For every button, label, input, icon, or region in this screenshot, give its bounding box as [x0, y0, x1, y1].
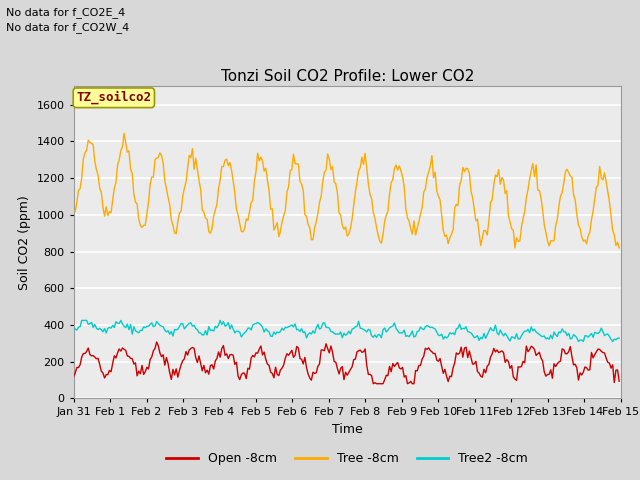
Title: Tonzi Soil CO2 Profile: Lower CO2: Tonzi Soil CO2 Profile: Lower CO2: [221, 69, 474, 84]
Y-axis label: Soil CO2 (ppm): Soil CO2 (ppm): [18, 195, 31, 290]
Text: No data for f_CO2E_4: No data for f_CO2E_4: [6, 7, 125, 18]
Text: No data for f_CO2W_4: No data for f_CO2W_4: [6, 22, 130, 33]
Text: TZ_soilco2: TZ_soilco2: [76, 91, 151, 105]
Legend: Open -8cm, Tree -8cm, Tree2 -8cm: Open -8cm, Tree -8cm, Tree2 -8cm: [161, 447, 533, 470]
X-axis label: Time: Time: [332, 423, 363, 436]
